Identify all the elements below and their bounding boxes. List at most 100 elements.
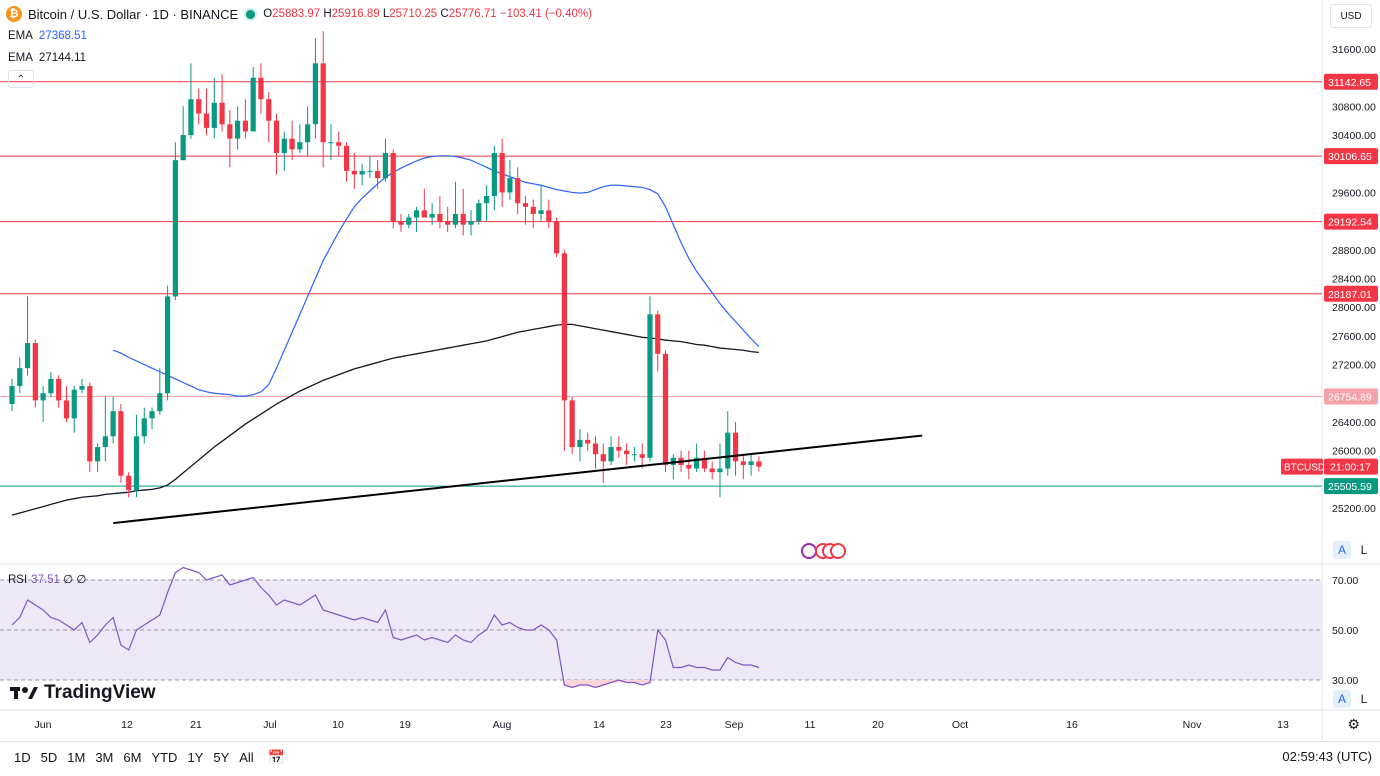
x-tick-label: Oct bbox=[952, 719, 968, 731]
y-tick-label: 28000.00 bbox=[1332, 302, 1376, 314]
timeframe-6m[interactable]: 6M bbox=[123, 749, 142, 765]
event-flag-icon bbox=[830, 543, 846, 559]
timeframe-all[interactable]: All bbox=[239, 749, 254, 765]
candle-body bbox=[701, 457, 708, 469]
candle-body bbox=[250, 77, 256, 132]
log-scale-button[interactable]: L bbox=[1360, 543, 1368, 557]
timeframe-1m[interactable]: 1M bbox=[67, 749, 86, 765]
x-tick-label: Jun bbox=[35, 719, 52, 731]
x-tick-label: Nov bbox=[1183, 719, 1202, 731]
utc-clock[interactable]: 02:59:43 (UTC) bbox=[1282, 749, 1372, 764]
rsi-log-scale-button[interactable]: L bbox=[1360, 692, 1368, 706]
timeframe-3m[interactable]: 3M bbox=[95, 749, 114, 765]
level-label: 31142.65 bbox=[1328, 77, 1371, 89]
timeframe-5y[interactable]: 5Y bbox=[213, 749, 230, 765]
candle-body bbox=[94, 447, 101, 462]
candle-body bbox=[460, 213, 466, 225]
candle-body bbox=[554, 221, 560, 254]
x-tick-label: Jul bbox=[263, 719, 276, 731]
level-tag bbox=[1324, 213, 1378, 230]
candle-body bbox=[172, 160, 178, 297]
tradingview-icon bbox=[10, 687, 38, 699]
timeframe-ytd[interactable]: YTD bbox=[151, 749, 178, 765]
level-label: 25505.59 bbox=[1328, 481, 1372, 493]
candle-body bbox=[655, 314, 661, 354]
x-tick-label: 10 bbox=[332, 719, 344, 731]
ema-slow-legend[interactable]: EMA 27144.11 bbox=[8, 52, 87, 64]
candle-body bbox=[694, 457, 700, 469]
bitcoin-icon: ₿ bbox=[6, 6, 22, 22]
candle-body bbox=[569, 400, 575, 448]
candle-body bbox=[297, 142, 303, 150]
rsi-level-label: 70.00 bbox=[1332, 575, 1358, 587]
rsi-auto-scale-button[interactable]: A bbox=[1333, 690, 1351, 708]
candle-body bbox=[717, 468, 723, 473]
candle-body bbox=[126, 475, 132, 491]
candle-body bbox=[756, 461, 762, 467]
level-tag bbox=[1324, 285, 1378, 302]
candle-body bbox=[48, 378, 54, 394]
candle-body bbox=[328, 142, 334, 144]
candle-body bbox=[616, 447, 622, 451]
candle-body bbox=[639, 454, 645, 458]
timeframe-1d[interactable]: 1D bbox=[14, 749, 31, 765]
currency-button[interactable]: USD bbox=[1330, 4, 1372, 28]
rsi-line bbox=[11, 566, 760, 689]
candle-body bbox=[437, 213, 443, 222]
candle-body bbox=[452, 213, 459, 225]
candle-body bbox=[79, 386, 85, 390]
symbol-tag: BTCUSD bbox=[1284, 463, 1325, 474]
candle-body bbox=[429, 213, 435, 218]
event-flag-icon bbox=[801, 543, 817, 559]
x-tick-label: 13 bbox=[1277, 719, 1289, 731]
candle-body bbox=[499, 152, 505, 193]
candle-body bbox=[351, 170, 357, 175]
price-chart[interactable]: 31600.00 30800.00 30400.00 29600.00 28800.00… bbox=[0, 0, 1380, 740]
y-tick-label: 29600.00 bbox=[1332, 187, 1376, 199]
candle-body bbox=[273, 120, 280, 153]
candle-body bbox=[235, 120, 241, 139]
auto-scale-button[interactable]: A bbox=[1333, 541, 1351, 559]
candle-body bbox=[631, 454, 637, 456]
rsi-legend[interactable]: RSI 37.51 ∅ ∅ bbox=[8, 574, 87, 586]
trend-line bbox=[113, 434, 923, 525]
candle-body bbox=[585, 439, 591, 444]
candle-body bbox=[670, 457, 676, 465]
rsi-level-label: 30.00 bbox=[1332, 675, 1358, 687]
timeframe-1y[interactable]: 1Y bbox=[187, 749, 204, 765]
candle-body bbox=[515, 178, 521, 204]
x-tick-label: 14 bbox=[593, 719, 605, 731]
x-tick-label: 12 bbox=[121, 719, 133, 731]
candle-body bbox=[305, 124, 311, 143]
collapse-legend-button[interactable]: ⌃ bbox=[8, 70, 34, 88]
candle-body bbox=[577, 439, 583, 448]
level-tag bbox=[1324, 148, 1378, 165]
timeframe-5d[interactable]: 5D bbox=[40, 749, 58, 765]
candle-body bbox=[118, 411, 124, 476]
y-tick-label: 30800.00 bbox=[1332, 101, 1376, 113]
rsi-level-label: 50.00 bbox=[1332, 625, 1358, 637]
candle-body bbox=[336, 142, 342, 146]
candle-body bbox=[709, 468, 715, 473]
candle-body bbox=[592, 443, 599, 455]
calendar-icon[interactable]: 📅 bbox=[267, 748, 286, 765]
candle-body bbox=[17, 368, 23, 387]
settings-gear-icon[interactable]: ⚙ bbox=[1347, 716, 1360, 732]
candle-body bbox=[561, 253, 567, 401]
y-tick-label: 31600.00 bbox=[1332, 44, 1376, 56]
candle-body bbox=[110, 411, 116, 437]
candle-body bbox=[211, 102, 217, 128]
y-tick-label: 28400.00 bbox=[1332, 274, 1376, 286]
x-tick-label: 20 bbox=[872, 719, 884, 731]
candle-body bbox=[40, 393, 46, 401]
candle-body bbox=[196, 99, 202, 114]
candle-body bbox=[476, 203, 482, 222]
symbol-tag-bg bbox=[1281, 458, 1323, 475]
symbol-title[interactable]: Bitcoin / U.S. Dollar · 1D · BINANCE bbox=[28, 6, 239, 22]
candle-body bbox=[149, 411, 155, 419]
ema-fast-legend[interactable]: EMA 27368.51 bbox=[8, 30, 87, 42]
level-label: 28187.01 bbox=[1328, 289, 1372, 301]
candle-body bbox=[600, 454, 606, 462]
market-status-icon bbox=[244, 7, 258, 21]
candle-body bbox=[102, 436, 108, 448]
